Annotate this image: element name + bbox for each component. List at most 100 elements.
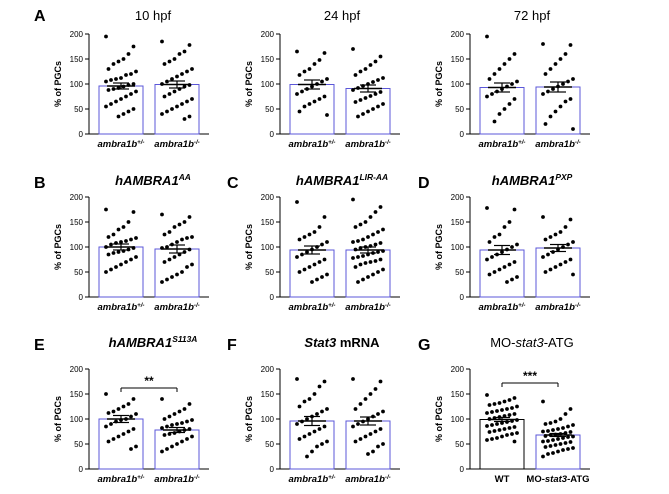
data-point [167, 92, 172, 96]
data-point [510, 406, 514, 410]
data-point [302, 235, 307, 239]
data-point [312, 99, 317, 104]
data-point [172, 255, 177, 259]
data-point [160, 82, 164, 86]
y-tick-label: 200 [70, 30, 84, 39]
y-tick-label: 100 [70, 243, 84, 252]
data-point [502, 62, 507, 66]
data-point [190, 67, 194, 71]
data-point [106, 88, 111, 92]
data-point [106, 411, 111, 415]
data-point [160, 39, 164, 44]
data-point [492, 119, 497, 124]
data-point [368, 432, 373, 436]
data-point [507, 220, 512, 224]
data-point [129, 72, 133, 76]
data-point [109, 78, 113, 82]
data-point [492, 429, 497, 433]
panel-letter: D [418, 175, 430, 192]
data-point [497, 67, 502, 71]
data-point [553, 62, 558, 66]
data-point [502, 427, 507, 431]
panel-title: 10 hpf [135, 8, 172, 23]
data-point [106, 67, 111, 71]
data-point [190, 418, 194, 422]
data-point [312, 429, 317, 434]
data-point [126, 52, 131, 56]
data-point [167, 257, 172, 262]
x-category-label: ambra1b-/- [154, 474, 199, 486]
data-point [378, 205, 383, 209]
data-point [185, 99, 189, 104]
y-tick-label: 100 [70, 415, 84, 424]
data-point [320, 442, 324, 446]
data-point [351, 377, 355, 381]
data-point [571, 434, 575, 439]
y-tick-label: 200 [451, 365, 465, 374]
data-point [121, 57, 126, 61]
data-point [368, 94, 373, 98]
data-point [317, 260, 322, 264]
data-point [129, 447, 133, 451]
x-category-label: ambra1b+/- [479, 139, 526, 151]
data-point [165, 79, 169, 84]
data-point [172, 225, 177, 229]
data-point [512, 425, 517, 429]
data-point [172, 412, 177, 416]
x-category-label: WT [495, 474, 510, 485]
x-category-label: ambra1b-/- [345, 139, 390, 151]
y-tick-label: 0 [270, 465, 275, 474]
data-point [131, 210, 136, 214]
y-tick-label: 150 [70, 390, 84, 399]
data-point [317, 97, 322, 101]
bar-2 [154, 84, 200, 135]
y-tick-label: 50 [455, 105, 464, 114]
data-point [497, 401, 502, 405]
x-category-label: ambra1b+/- [98, 302, 145, 314]
y-tick-label: 150 [451, 55, 465, 64]
x-category-label: ambra1b+/- [289, 474, 336, 486]
data-point [317, 225, 322, 229]
y-tick-label: 100 [261, 80, 275, 89]
data-point [353, 265, 358, 269]
data-point [558, 442, 563, 446]
y-tick-label: 0 [270, 130, 275, 139]
data-point [563, 225, 568, 229]
data-point [563, 99, 568, 104]
data-point [315, 412, 319, 416]
data-point [495, 422, 499, 426]
data-point [510, 277, 514, 282]
y-tick-label: 0 [460, 465, 465, 474]
data-point [361, 254, 365, 258]
y-tick-label: 50 [265, 268, 274, 277]
data-point [366, 275, 370, 279]
data-point [368, 63, 373, 67]
data-point [116, 434, 121, 439]
y-tick-label: 0 [79, 130, 84, 139]
data-point [134, 89, 138, 94]
data-point [363, 261, 368, 265]
data-point [543, 122, 548, 126]
data-point [307, 397, 312, 401]
data-point [297, 270, 302, 274]
data-point [121, 112, 126, 116]
data-point [512, 260, 517, 264]
data-point [180, 237, 184, 242]
data-point [381, 267, 385, 272]
data-point [356, 280, 360, 284]
y-tick-label: 50 [265, 440, 274, 449]
data-point [297, 437, 302, 441]
data-point [507, 426, 512, 430]
data-point [507, 57, 512, 61]
data-point [119, 97, 123, 101]
data-point [556, 427, 560, 431]
data-point [320, 409, 324, 414]
data-point [505, 433, 509, 437]
data-point [111, 232, 116, 237]
data-point [507, 413, 512, 417]
data-point [368, 215, 373, 219]
y-tick-label: 150 [451, 218, 465, 227]
data-point [322, 94, 327, 99]
data-point [121, 225, 126, 229]
